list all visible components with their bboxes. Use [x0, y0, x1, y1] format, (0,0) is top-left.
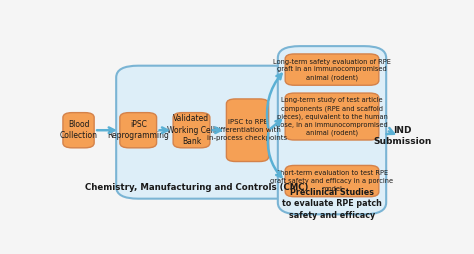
Text: Long-term safety evaluation of RPE
graft in an immunocompromised
animal (rodent): Long-term safety evaluation of RPE graft… [273, 59, 391, 81]
FancyBboxPatch shape [227, 99, 269, 162]
Text: Preclinical Studies
to evaluate RPE patch
safety and efficacy: Preclinical Studies to evaluate RPE patc… [282, 188, 382, 219]
FancyBboxPatch shape [116, 66, 300, 199]
Text: Blood
Collection: Blood Collection [60, 120, 98, 140]
Text: Long-term study of test article
components (RPE and scaffold
pieces), equivalent: Long-term study of test article componen… [276, 97, 388, 136]
Text: iPSC
Reprogramming: iPSC Reprogramming [107, 120, 169, 140]
FancyBboxPatch shape [120, 113, 156, 148]
FancyBboxPatch shape [63, 113, 94, 148]
Text: Short-term evaluation to test RPE
graft safety and efficacy in a porcine
model: Short-term evaluation to test RPE graft … [271, 170, 393, 192]
Text: iPSC to RPE
differentiation with
in-process checkpoints: iPSC to RPE differentiation with in-proc… [208, 119, 288, 141]
FancyBboxPatch shape [278, 46, 386, 214]
FancyBboxPatch shape [285, 93, 379, 140]
Text: Chemistry, Manufacturing and Controls (CMC): Chemistry, Manufacturing and Controls (C… [85, 183, 309, 193]
FancyBboxPatch shape [285, 165, 379, 197]
Text: Validated
Working Cell
Bank: Validated Working Cell Bank [167, 114, 216, 146]
FancyBboxPatch shape [173, 113, 210, 148]
FancyBboxPatch shape [285, 54, 379, 85]
Text: IND
Submission: IND Submission [374, 126, 432, 146]
